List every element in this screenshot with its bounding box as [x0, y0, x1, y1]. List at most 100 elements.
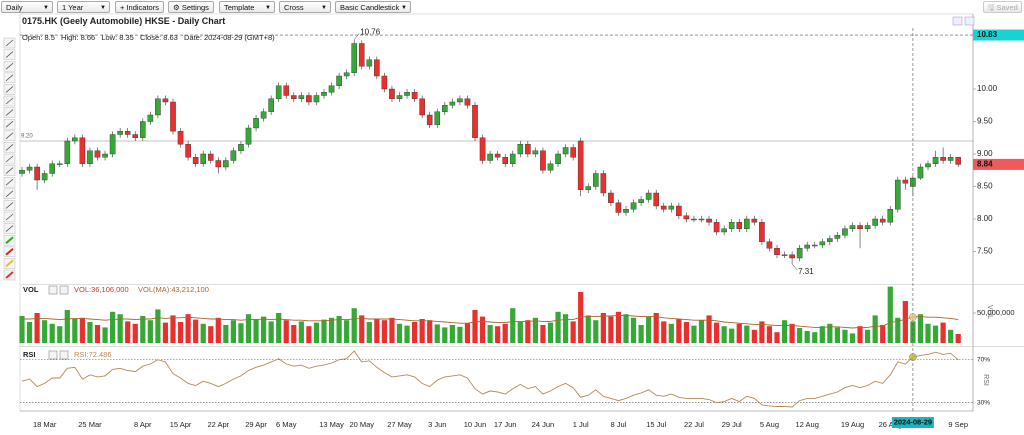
- tool-glyph: [5, 248, 14, 256]
- volume-bar: [283, 320, 289, 343]
- candle-body: [19, 170, 25, 174]
- candle-body: [683, 215, 690, 220]
- chart-style-select[interactable]: Basic Candlestick ▼: [335, 1, 411, 13]
- candle-body: [600, 173, 607, 194]
- saved-button[interactable]: 🖫 Saved: [983, 1, 1022, 13]
- volume-bar: [714, 322, 720, 343]
- readout-label: Low:: [101, 33, 118, 42]
- volume-bar: [230, 320, 236, 343]
- volume-bar: [630, 317, 637, 343]
- volume-bar: [389, 317, 395, 343]
- readout-value: 8.66: [80, 33, 96, 42]
- x-tick-label: 13 May: [319, 420, 344, 429]
- volume-bar: [328, 317, 335, 343]
- volume-bar: [766, 326, 773, 343]
- candle-body: [585, 186, 592, 190]
- panel-close[interactable]: [59, 285, 69, 295]
- volume-bar: [57, 326, 63, 343]
- candle-body: [947, 157, 954, 161]
- volume-bar: [94, 325, 101, 343]
- y-tick-label: 70%: [977, 356, 990, 363]
- candle-body: [857, 225, 863, 229]
- volume-bar: [593, 320, 599, 343]
- volume-ma-line: [22, 314, 959, 329]
- indicators-button[interactable]: + Indicators: [115, 1, 164, 13]
- candle-body: [502, 157, 509, 164]
- volume-bar: [819, 326, 825, 343]
- range-select[interactable]: 1 Year ▼: [57, 1, 110, 13]
- candle-body: [298, 95, 305, 99]
- volume-bar: [487, 325, 493, 343]
- candle-body: [487, 153, 493, 161]
- interval-select[interactable]: Daily ▼: [1, 1, 53, 13]
- candle-body: [774, 248, 780, 255]
- candle-body: [842, 228, 848, 236]
- annotation: 10.76: [360, 28, 381, 37]
- volume-bar: [79, 317, 85, 343]
- candle-body: [819, 241, 826, 246]
- candle-body: [389, 88, 395, 99]
- volume-bar: [706, 315, 712, 343]
- tool-glyph: [5, 62, 14, 70]
- candle-body: [49, 163, 55, 174]
- readout-value: 8.35: [119, 33, 134, 42]
- x-tick-label: 8 Jul: [611, 420, 627, 429]
- volume-bar: [502, 323, 508, 343]
- candle-body: [479, 137, 486, 161]
- candle-body: [932, 157, 939, 164]
- candle-body: [200, 153, 207, 164]
- x-tick-label: 26 Aug: [879, 420, 902, 429]
- candle-body: [464, 98, 471, 106]
- volume-bar: [64, 310, 70, 343]
- candle-body: [645, 192, 652, 200]
- candle-body: [879, 218, 886, 223]
- volume-bar: [49, 323, 55, 343]
- panel-icon[interactable]: [964, 16, 975, 26]
- x-tick-label: 22 Apr: [207, 420, 229, 429]
- volume-bar: [744, 325, 750, 343]
- candle-body: [721, 228, 727, 233]
- candle-body: [291, 95, 297, 99]
- volume-bar: [615, 311, 622, 343]
- candle-body: [660, 205, 667, 210]
- crosshair-dot: [909, 313, 917, 321]
- volume-bar: [759, 321, 765, 343]
- tool-glyph: [5, 225, 14, 232]
- volume-bar: [849, 333, 856, 343]
- readout-label: Date:: [184, 33, 202, 42]
- volume-bar: [525, 320, 531, 343]
- volume-bar: [185, 314, 191, 343]
- x-tick-label: 1 Jul: [573, 420, 589, 429]
- volume-bar: [457, 326, 463, 343]
- candle-body: [804, 244, 810, 249]
- volume-bar: [87, 322, 93, 343]
- candle-body: [827, 238, 833, 242]
- x-tick-label: 9 Sep: [948, 420, 968, 429]
- volume-bar: [419, 319, 425, 343]
- volume-bar: [653, 313, 659, 343]
- volume-bar: [223, 325, 229, 343]
- x-tick-label: 18 Mar: [33, 420, 57, 429]
- candle-body: [366, 59, 373, 67]
- panel-icon[interactable]: [952, 16, 963, 26]
- candle-body: [358, 43, 365, 67]
- crosshair-dot: [909, 353, 917, 361]
- template-select[interactable]: Template ▼: [219, 1, 275, 13]
- volume-bar: [668, 323, 674, 343]
- candle-body: [396, 95, 403, 99]
- volume-bar: [276, 313, 282, 343]
- settings-button[interactable]: ⚙ Settings: [168, 1, 214, 13]
- candle-body: [260, 111, 267, 119]
- x-tick-label: 29 Jul: [722, 420, 742, 429]
- cursor-select[interactable]: Cross ▼: [279, 1, 331, 13]
- panel-settings[interactable]: [48, 285, 58, 295]
- panel-settings[interactable]: [48, 350, 58, 360]
- panel-close[interactable]: [59, 350, 69, 360]
- volume-bar: [842, 329, 848, 343]
- volume-bar: [162, 322, 169, 343]
- candle-body: [728, 222, 735, 229]
- candle-body: [789, 254, 795, 259]
- candle-body: [872, 218, 878, 226]
- annotation-leader: [354, 33, 360, 40]
